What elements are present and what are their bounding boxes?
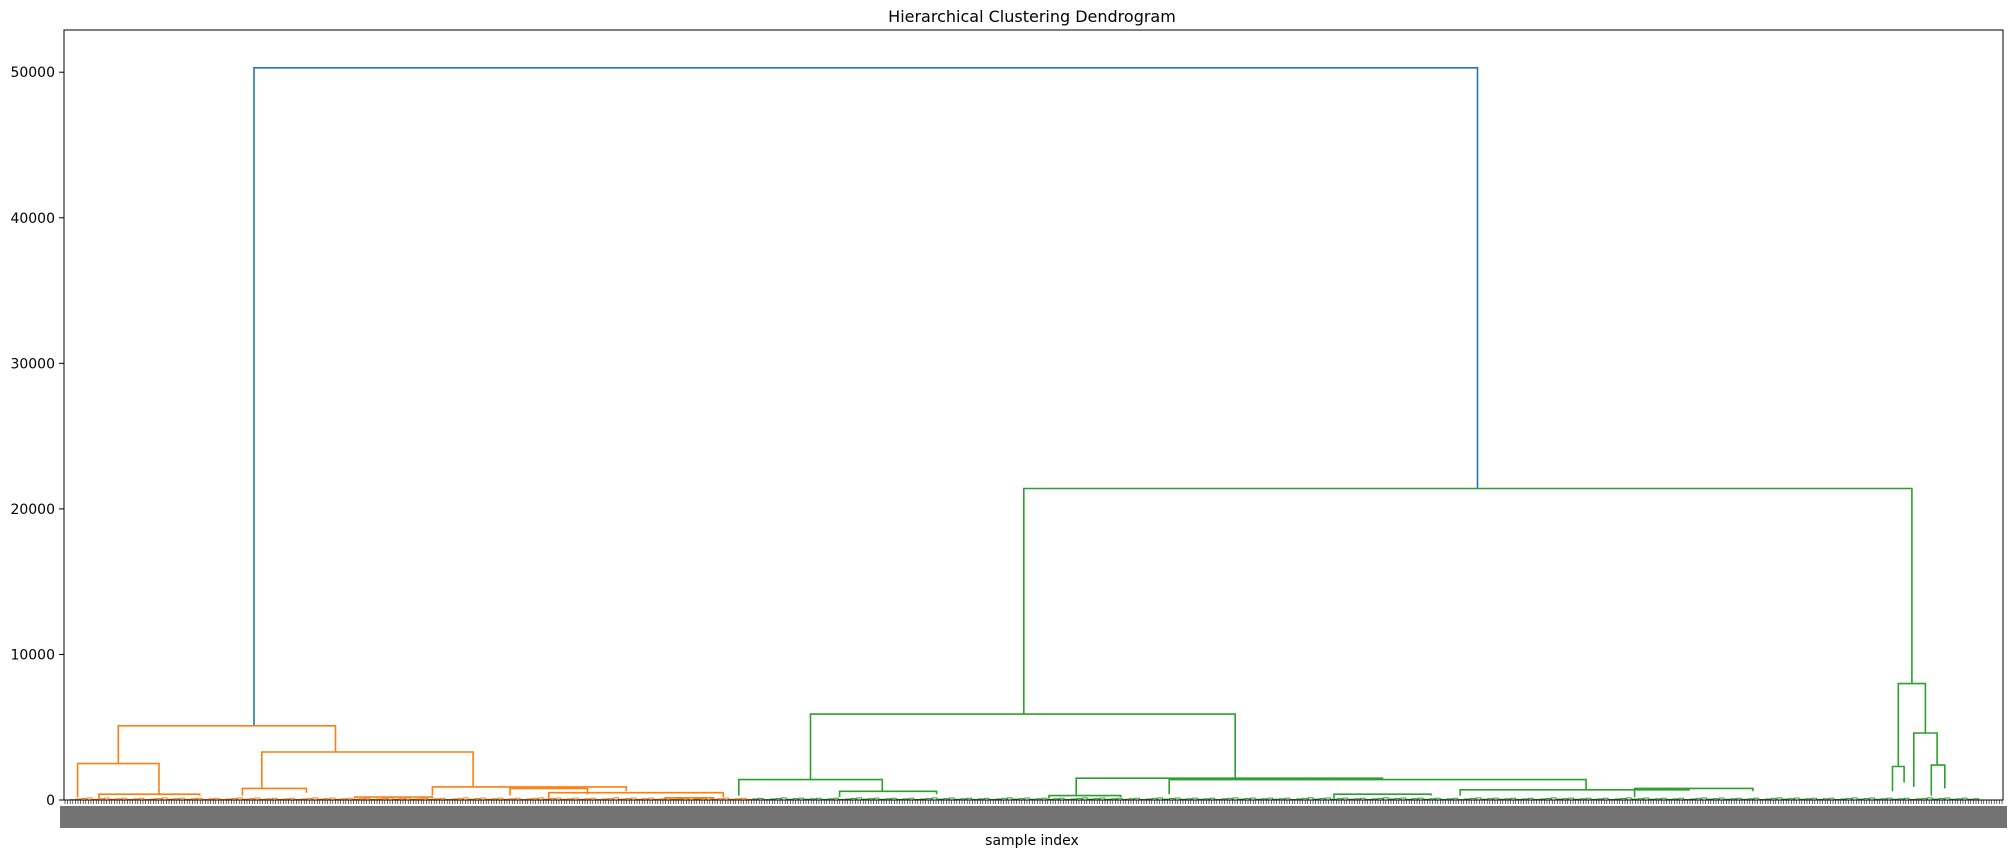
leaf-tick-marks [64,800,2003,804]
dendrogram-link-8 [547,791,725,799]
dendrogram-link-3 [260,751,474,789]
dendrogram-link-1 [117,724,337,764]
dendrogram-link-22 [1913,732,1938,787]
y-tick-label-4: 40000 [10,211,55,227]
dendrogram-link-12 [809,713,1236,780]
y-tick-label-1: 10000 [10,647,55,663]
dendrogram-link-4 [98,793,201,799]
dendrogram-link-15 [1075,777,1384,796]
y-tick-label-5: 50000 [10,65,55,81]
dendrogram-link-14 [838,790,938,798]
dendrogram-link-17 [1459,788,1690,796]
leaf-tick-labels [60,800,2007,828]
dendrogram-link-11 [1022,487,1913,715]
y-tick-label-0: 0 [46,793,55,809]
dendrogram-link-16 [1168,778,1587,795]
plot-area [69,67,1980,801]
dendrogram-link-0 [253,67,1479,726]
y-axis: 0 10000 20000 30000 40000 50000 [10,65,64,809]
leaf-label-band [60,806,2007,828]
dendrogram-link-13 [737,778,884,796]
y-tick-label-2: 20000 [10,502,55,518]
dendrogram-link-6 [431,786,628,796]
dendrogram-link-23 [1891,765,1905,792]
dendrogram-link-21 [1897,682,1927,767]
dendrogram-link-7 [509,787,589,796]
plot-frame [63,29,2004,801]
chart-title: Hierarchical Clustering Dendrogram [888,7,1176,26]
dendrogram-link-5 [241,787,308,796]
dendrogram-link-9 [353,796,434,799]
dendrogram-link-2 [76,762,160,798]
dendrogram-link-24 [1930,764,1946,796]
y-tick-label-3: 30000 [10,356,55,372]
dendrogram-link-19 [1048,794,1122,799]
dendrogram-link-20 [1333,793,1432,799]
dendrogram-link-18 [1633,787,1754,798]
x-axis-label: sample index [985,833,1079,849]
